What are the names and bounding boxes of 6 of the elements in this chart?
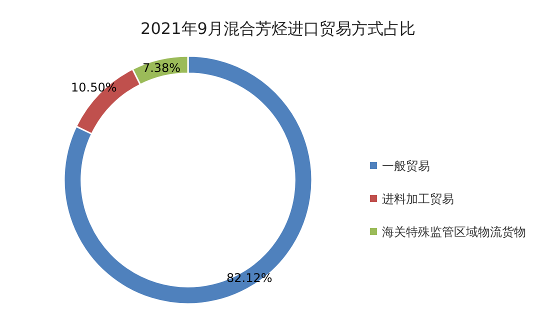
legend-label: 海关特殊监管区域物流货物 bbox=[382, 225, 526, 240]
legend-label: 进料加工贸易 bbox=[382, 192, 454, 206]
donut-slice bbox=[63, 55, 313, 305]
chart-title: 2021年9月混合芳烃进口贸易方式占比 bbox=[140, 19, 416, 38]
legend-label: 一般贸易 bbox=[382, 159, 430, 174]
data-label: 7.38% bbox=[142, 60, 181, 75]
